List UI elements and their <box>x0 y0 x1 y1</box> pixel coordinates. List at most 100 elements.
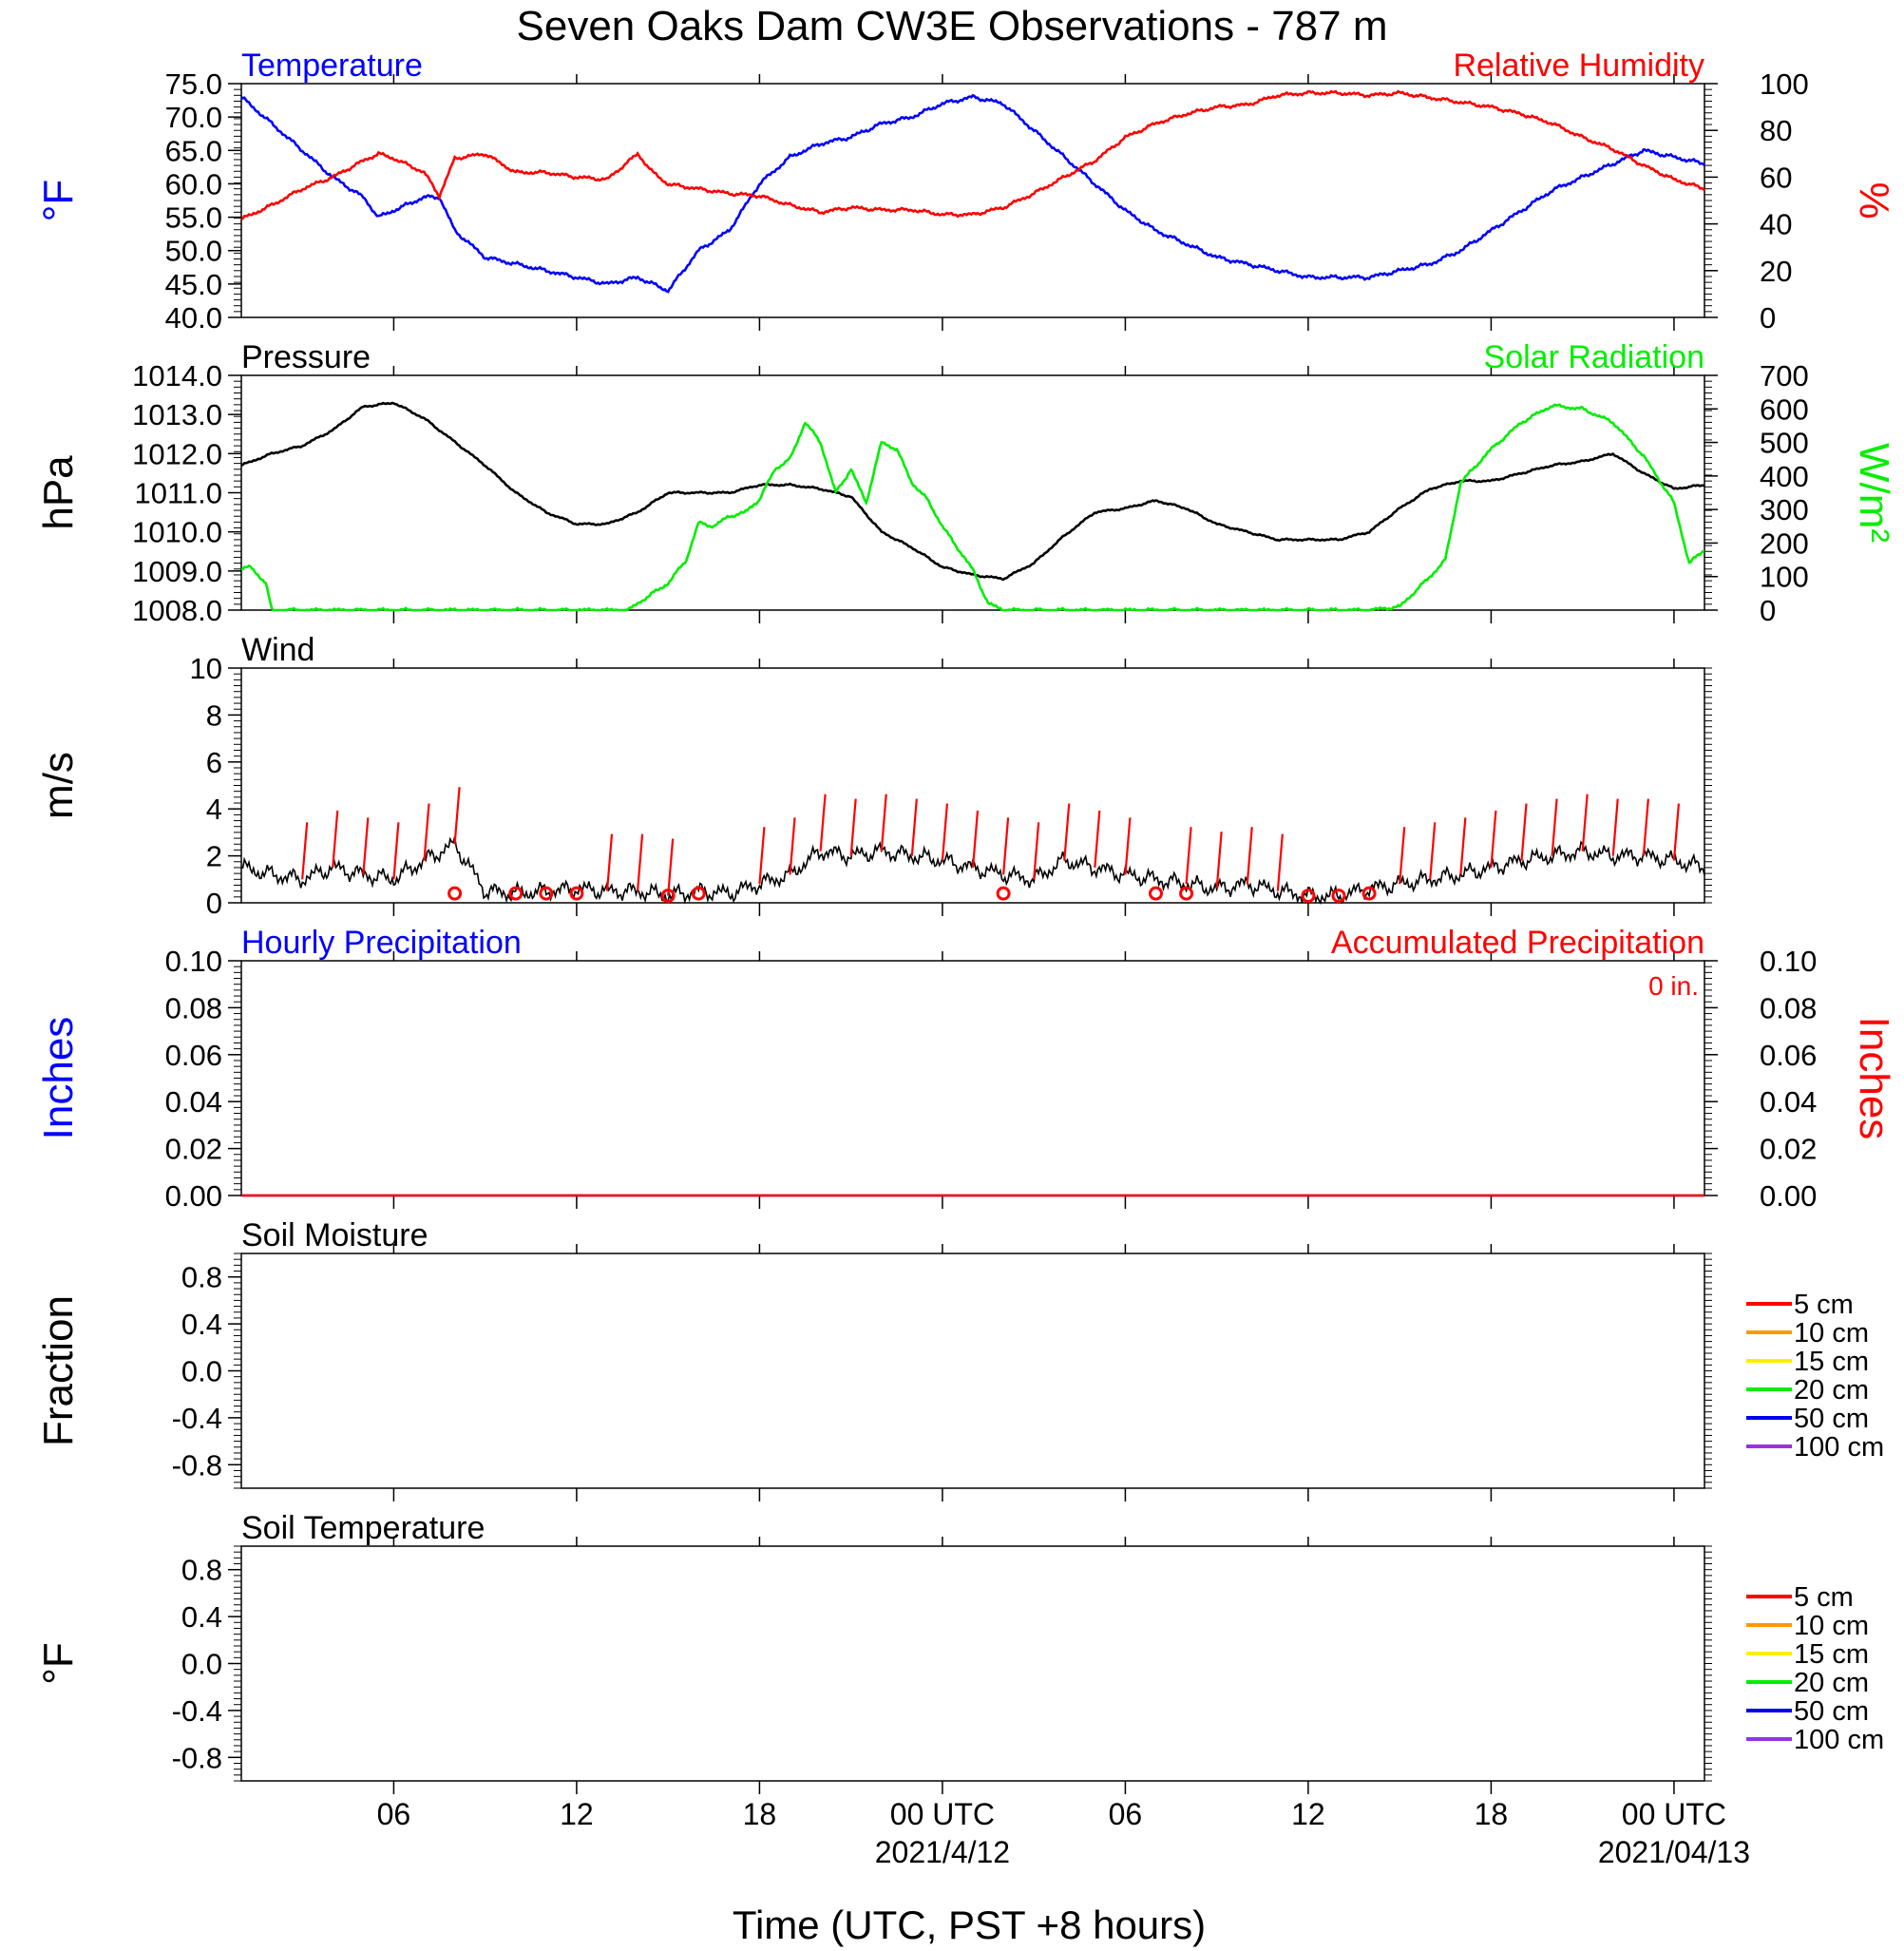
y-tick-label-left: 8 <box>206 698 222 732</box>
x-tick-label: 00 UTC <box>1622 1797 1726 1831</box>
panel-wind: 10 8 6 4 2 0 Wind m/s <box>35 632 1712 920</box>
panel-title-left: Soil Temperature <box>241 1510 485 1546</box>
series-line-solar-radiation <box>240 403 1705 612</box>
y-tick-label-left: 65.0 <box>165 134 222 167</box>
y-tick-label-left: 2 <box>206 840 222 873</box>
y-tick-label-left: -0.4 <box>172 1402 222 1435</box>
plot-frame <box>240 960 1705 1196</box>
wind-barb <box>1429 822 1437 880</box>
y-tick-label-left: 1012.0 <box>132 437 222 470</box>
y-tick-label-left: 0.06 <box>165 1039 222 1072</box>
wind-barb <box>1611 798 1619 856</box>
wind-barb <box>1581 794 1589 851</box>
wind-barb <box>1672 803 1681 861</box>
y-tick-label-right: 100 <box>1760 67 1809 101</box>
y-axis-label-right: W/m² <box>1851 443 1897 543</box>
wind-barb <box>1063 803 1071 861</box>
wind-barb <box>1551 798 1558 856</box>
y-tick-label-left: 1009.0 <box>132 555 222 588</box>
wind-barb <box>880 794 887 851</box>
calm-wind-marker <box>1149 886 1163 901</box>
panel-title-left: Pressure <box>241 339 371 375</box>
legend-label: 50 cm <box>1794 1404 1869 1434</box>
legend-label: 10 cm <box>1794 1318 1869 1348</box>
y-tick-label-right: 0.02 <box>1760 1133 1817 1166</box>
wind-barb <box>1399 827 1406 885</box>
calm-wind-marker <box>1179 886 1194 901</box>
panel-title-left: Wind <box>241 632 314 668</box>
wind-barb <box>636 833 644 891</box>
panel-title-left: Soil Moisture <box>241 1217 428 1253</box>
wind-barb <box>301 822 309 880</box>
y-tick-label-left: 10 <box>190 652 222 685</box>
y-axis-label-left: Fraction <box>35 1295 82 1446</box>
x-axis-title: Time (UTC, PST +8 hours) <box>733 1903 1206 1947</box>
wind-barb <box>971 810 980 869</box>
y-axis-label-left: °F <box>35 1642 82 1684</box>
legend-label: 20 cm <box>1794 1375 1869 1406</box>
wind-barb <box>1185 827 1192 885</box>
y-tick-label-left: 1008.0 <box>132 594 222 627</box>
y-tick-label-left: 40.0 <box>165 301 222 335</box>
y-tick-label-left: 60.0 <box>165 167 222 201</box>
wind-barb <box>1246 827 1253 885</box>
panel-title-right: Solar Radiation <box>1484 339 1704 375</box>
y-tick-label-left: -0.8 <box>172 1741 222 1774</box>
wind-barb <box>1215 832 1223 889</box>
wind-barb <box>910 798 918 856</box>
y-tick-label-left: 75.0 <box>165 67 222 101</box>
wind-barb <box>605 833 614 891</box>
y-tick-label-left: -0.8 <box>172 1448 222 1482</box>
panel-title-right: Accumulated Precipitation <box>1331 925 1704 961</box>
y-axis-label-right: % <box>1851 182 1897 219</box>
plot-frame <box>240 1253 1705 1489</box>
y-tick-label-left: 45.0 <box>165 268 222 301</box>
x-tick-label: 12 <box>560 1797 594 1831</box>
y-tick-label-left: 4 <box>206 793 222 826</box>
y-tick-label-right: 0.06 <box>1760 1039 1817 1072</box>
panel-precipitation: 0.10 0.08 0.06 0.04 0.02 0.00 0.10 0.08 0.06 0.04… <box>35 925 1897 1213</box>
y-tick-label-right: 700 <box>1760 359 1809 392</box>
y-axis-label-left: m/s <box>35 752 82 819</box>
x-date-label: 2021/04/13 <box>1598 1835 1750 1869</box>
wind-barb <box>1642 798 1649 856</box>
wind-barb <box>1094 810 1101 869</box>
panel-pressure-solar: 1014.0 1013.0 1012.0 1011.0 1010.0 1009.0 1008… <box>35 339 1897 627</box>
x-axis: 06 12 18 00 UTC 06 12 18 00 UTC 2021/4/12 2021/04… <box>377 1797 1750 1869</box>
wind-barb <box>667 838 675 896</box>
calm-wind-marker <box>691 886 706 901</box>
y-tick-label-left: -0.4 <box>172 1694 222 1728</box>
y-tick-label-left: 0 <box>206 887 222 920</box>
x-tick-label: 00 UTC <box>890 1797 995 1831</box>
panel-title-right: Relative Humidity <box>1453 48 1704 84</box>
panel-temperature-humidity: 75.070.065.060.055.050.045.040.0 100 80 60 4… <box>35 48 1897 335</box>
y-tick-label-left: 50.0 <box>165 235 222 268</box>
panel-annotation: 0 in. <box>1648 971 1699 1001</box>
wind-barb <box>453 787 461 845</box>
wind-barb <box>789 817 796 875</box>
legend-label: 15 cm <box>1794 1639 1869 1670</box>
panels: 75.070.065.060.055.050.045.040.010080604… <box>35 48 1897 1794</box>
legend-label: 5 cm <box>1794 1290 1854 1320</box>
wind-barb <box>758 827 766 885</box>
x-tick-label: 06 <box>377 1797 411 1831</box>
y-tick-label-right: 200 <box>1760 526 1809 560</box>
y-tick-label-right: 0 <box>1760 301 1776 335</box>
calm-wind-marker <box>569 886 584 901</box>
y-axis-label-left: °F <box>35 180 82 221</box>
y-tick-label-right: 0.00 <box>1760 1179 1817 1213</box>
x-tick-label: 12 <box>1291 1797 1325 1831</box>
calm-wind-marker <box>508 886 524 901</box>
y-tick-label-right: 300 <box>1760 493 1809 526</box>
panel-soil-moisture: 0.8 0.4 0.0 -0.4 -0.8 Soil Moisture Fraction 5 … <box>35 1217 1884 1502</box>
y-tick-label-right: 0.04 <box>1760 1085 1817 1119</box>
calm-wind-marker <box>539 886 554 901</box>
legend-label: 20 cm <box>1794 1668 1869 1698</box>
y-tick-label-left: 1011.0 <box>134 477 222 510</box>
series-line-relative-humidity <box>240 89 1705 220</box>
wind-barb <box>362 817 370 875</box>
calm-wind-marker <box>660 889 676 904</box>
y-tick-label-right: 60 <box>1760 161 1792 194</box>
y-tick-label-right: 100 <box>1760 561 1809 594</box>
